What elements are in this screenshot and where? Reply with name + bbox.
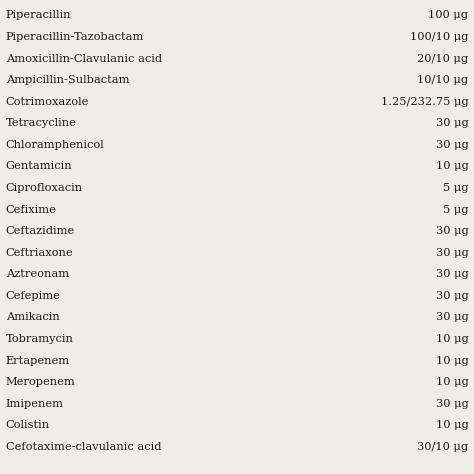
Text: 20/10 μg: 20/10 μg <box>417 54 468 64</box>
Text: Tetracycline: Tetracycline <box>6 118 77 128</box>
Text: Ampicillin-Sulbactam: Ampicillin-Sulbactam <box>6 75 129 85</box>
Text: 10/10 μg: 10/10 μg <box>417 75 468 85</box>
Text: 30 μg: 30 μg <box>436 226 468 236</box>
Text: 30 μg: 30 μg <box>436 140 468 150</box>
Text: Piperacillin: Piperacillin <box>6 10 71 20</box>
Text: Ertapenem: Ertapenem <box>6 356 70 365</box>
Text: Piperacillin-Tazobactam: Piperacillin-Tazobactam <box>6 32 144 42</box>
Text: 30 μg: 30 μg <box>436 312 468 322</box>
Text: Aztreonam: Aztreonam <box>6 269 69 279</box>
Text: Ciprofloxacin: Ciprofloxacin <box>6 183 83 193</box>
Text: 10 μg: 10 μg <box>436 161 468 172</box>
Text: 10 μg: 10 μg <box>436 356 468 365</box>
Text: Cotrimoxazole: Cotrimoxazole <box>6 97 89 107</box>
Text: 10 μg: 10 μg <box>436 420 468 430</box>
Text: 10 μg: 10 μg <box>436 334 468 344</box>
Text: 10 μg: 10 μg <box>436 377 468 387</box>
Text: Amikacin: Amikacin <box>6 312 59 322</box>
Text: 30 μg: 30 μg <box>436 399 468 409</box>
Text: Amoxicillin-Clavulanic acid: Amoxicillin-Clavulanic acid <box>6 54 162 64</box>
Text: Colistin: Colistin <box>6 420 50 430</box>
Text: 30 μg: 30 μg <box>436 291 468 301</box>
Text: Meropenem: Meropenem <box>6 377 75 387</box>
Text: Gentamicin: Gentamicin <box>6 161 73 172</box>
Text: 5 μg: 5 μg <box>443 205 468 215</box>
Text: 5 μg: 5 μg <box>443 183 468 193</box>
Text: Ceftazidime: Ceftazidime <box>6 226 75 236</box>
Text: Cefepime: Cefepime <box>6 291 61 301</box>
Text: Ceftriaxone: Ceftriaxone <box>6 247 73 258</box>
Text: Cefotaxime-clavulanic acid: Cefotaxime-clavulanic acid <box>6 442 161 452</box>
Text: 100 μg: 100 μg <box>428 10 468 20</box>
Text: 100/10 μg: 100/10 μg <box>410 32 468 42</box>
Text: Chloramphenicol: Chloramphenicol <box>6 140 104 150</box>
Text: Tobramycin: Tobramycin <box>6 334 73 344</box>
Text: Cefixime: Cefixime <box>6 205 56 215</box>
Text: 30 μg: 30 μg <box>436 118 468 128</box>
Text: 30/10 μg: 30/10 μg <box>417 442 468 452</box>
Text: 1.25/232.75 μg: 1.25/232.75 μg <box>381 97 468 107</box>
Text: Imipenem: Imipenem <box>6 399 64 409</box>
Text: 30 μg: 30 μg <box>436 247 468 258</box>
Text: 30 μg: 30 μg <box>436 269 468 279</box>
